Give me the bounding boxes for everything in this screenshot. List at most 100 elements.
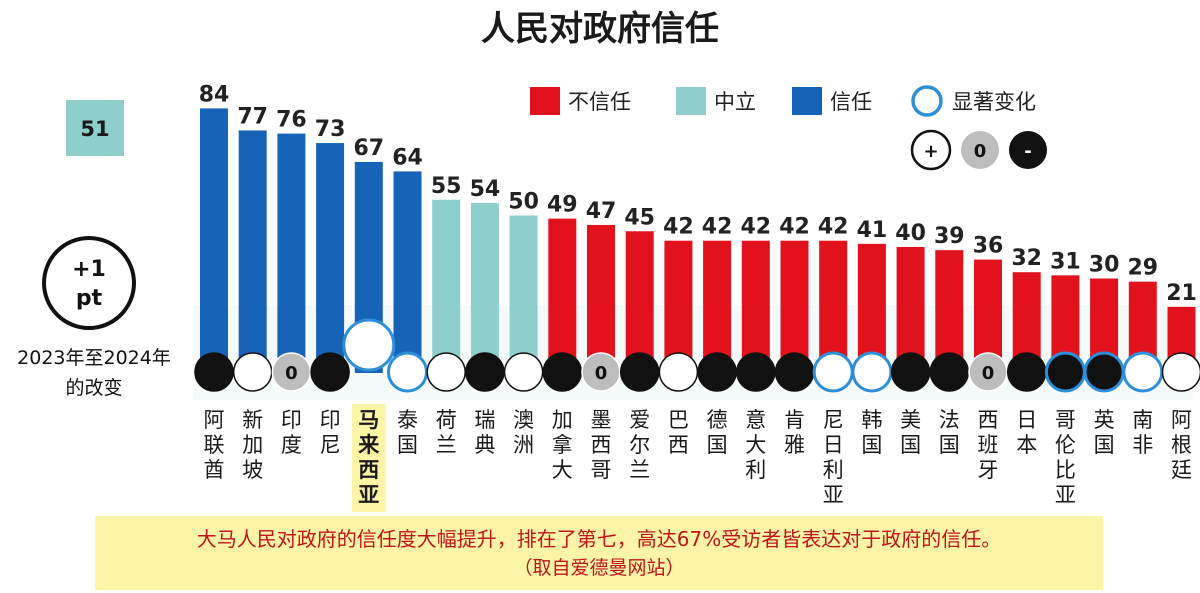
bar-10	[548, 218, 577, 373]
bar-3	[277, 133, 306, 373]
category-label-24: 英国	[1094, 408, 1115, 457]
caption-line2: （取自爱德曼网站）	[513, 557, 685, 579]
change-marker-15	[736, 352, 776, 392]
bar-19	[896, 247, 925, 373]
global-average-value: 51	[80, 117, 109, 141]
value-label-21: 36	[973, 234, 1004, 259]
change-marker-10	[542, 352, 583, 392]
value-label-10: 49	[547, 193, 578, 218]
value-label-17: 42	[818, 215, 849, 240]
change-marker-9	[503, 352, 544, 392]
global-average-box	[66, 100, 124, 156]
category-label-7: 荷兰	[436, 408, 457, 457]
change-marker-2	[232, 352, 273, 392]
change-marker-13	[658, 352, 699, 392]
chart-title: 人民对政府信任	[481, 9, 719, 49]
change-marker-25	[1122, 351, 1164, 393]
legend-label-significant: 显著变化	[952, 90, 1036, 114]
highlight-label-bg	[351, 404, 386, 512]
value-label-15: 42	[740, 215, 771, 240]
bar-4	[316, 143, 345, 373]
change-marker-23	[1044, 351, 1086, 393]
category-label-4: 印尼	[320, 408, 341, 457]
value-label-23: 31	[1050, 249, 1081, 274]
bar-9	[509, 215, 538, 373]
value-label-9: 50	[508, 190, 539, 215]
bar-16	[780, 240, 809, 373]
change-marker-16	[774, 352, 815, 392]
value-label-13: 42	[663, 215, 694, 240]
bar-1	[200, 108, 228, 374]
change-marker-26	[1161, 352, 1200, 392]
change-marker-label-11: 0	[595, 363, 608, 384]
category-label-14: 德国	[707, 408, 728, 457]
category-label-8: 瑞典	[474, 408, 495, 457]
change-label-line1: 2023年至2024年	[17, 347, 171, 369]
legend-label-trust: 信任	[830, 90, 872, 114]
change-label-line2: 的改变	[65, 377, 122, 399]
value-label-7: 55	[431, 174, 462, 199]
bar-2	[238, 130, 267, 373]
value-label-20: 39	[934, 224, 965, 249]
legend: 不信任 中立 信任 显著变化 + 0 -	[530, 85, 1047, 171]
change-marker-6	[387, 351, 428, 393]
change-marker-12	[619, 352, 660, 392]
bars-group	[200, 108, 1196, 374]
category-label-1: 阿联酋	[204, 408, 225, 482]
change-marker-7	[426, 352, 466, 392]
value-label-14: 42	[702, 215, 733, 240]
change-marker-14	[697, 352, 737, 392]
category-label-17: 尼日利亚	[823, 408, 844, 507]
value-label-8: 54	[470, 177, 501, 202]
category-label-6: 泰国	[397, 408, 418, 457]
bar-15	[741, 240, 770, 373]
legend-plus-label: +	[923, 141, 938, 162]
bar-17	[819, 240, 848, 373]
value-label-3: 76	[276, 108, 307, 133]
legend-swatch-distrust	[530, 87, 560, 115]
category-label-20: 法国	[939, 408, 960, 457]
bar-6	[393, 171, 422, 373]
value-label-6: 64	[392, 145, 423, 170]
value-label-1: 84	[199, 82, 230, 107]
change-marker-label-21: 0	[982, 363, 995, 384]
category-label-23: 哥伦比亚	[1055, 408, 1076, 507]
value-label-24: 30	[1089, 253, 1120, 278]
bar-8	[470, 202, 499, 373]
value-label-22: 32	[1011, 246, 1042, 271]
category-label-22: 日本	[1016, 408, 1037, 457]
value-label-5: 67	[353, 136, 384, 161]
legend-zero-label: 0	[974, 141, 987, 162]
legend-label-distrust: 不信任	[568, 90, 631, 114]
category-label-15: 意大利	[745, 408, 766, 482]
legend-label-neutral: 中立	[714, 90, 756, 114]
caption-line1: 大马人民对政府的信任度大幅提升，排在了第七，高达67%受访者皆表达对于政府的信任…	[196, 527, 1002, 551]
value-label-18: 41	[857, 218, 888, 243]
change-marker-22	[1006, 352, 1047, 392]
value-label-16: 42	[779, 215, 810, 240]
category-label-13: 巴西	[668, 408, 689, 457]
legend-swatch-trust	[792, 87, 822, 115]
change-marker-20	[929, 352, 970, 392]
value-label-11: 47	[586, 199, 617, 224]
legend-minus-label: -	[1024, 141, 1031, 162]
legend-swatch-neutral	[676, 87, 706, 115]
category-label-3: 印度	[281, 408, 302, 457]
value-label-26: 21	[1166, 281, 1197, 306]
change-marker-24	[1083, 351, 1125, 393]
legend-significant-circle	[911, 85, 943, 117]
change-marker-19	[890, 352, 931, 392]
category-label-10: 加拿大	[552, 408, 573, 482]
change-marker-17	[812, 351, 854, 393]
change-marker-1	[194, 352, 234, 392]
category-label-26: 阿根廷	[1171, 408, 1192, 482]
category-label-12: 爱尔兰	[629, 408, 650, 482]
change-example-line1: +1	[72, 257, 106, 282]
bar-13	[664, 240, 693, 373]
bar-18	[857, 243, 886, 373]
category-label-5: 马来西亚	[358, 408, 380, 507]
bar-14	[703, 240, 732, 373]
category-label-19: 美国	[900, 408, 921, 457]
value-label-2: 77	[237, 104, 268, 129]
markers-group: 0 0 0	[194, 318, 1200, 393]
